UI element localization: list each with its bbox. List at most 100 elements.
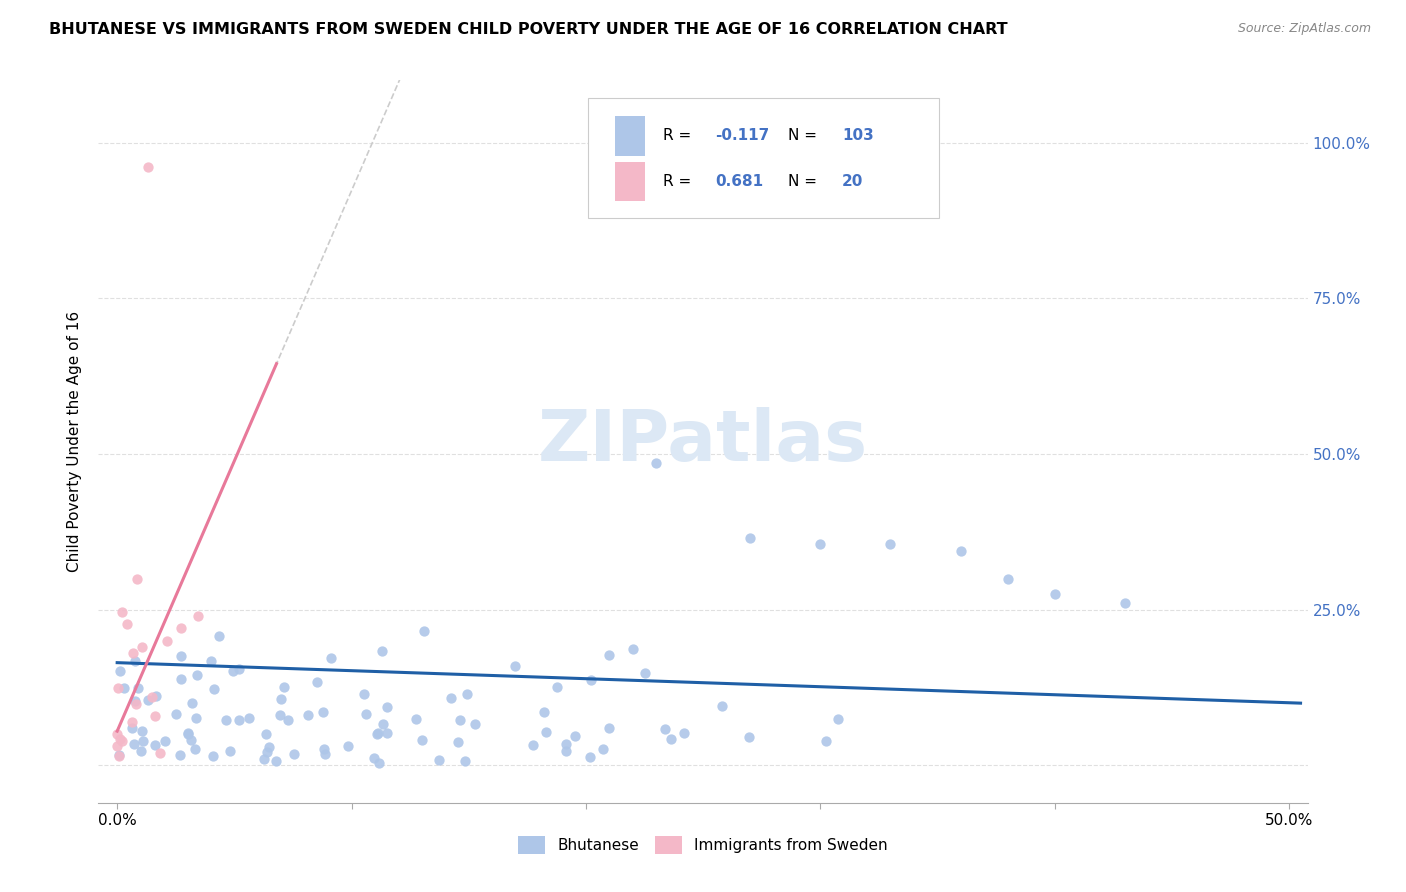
Point [270,692,292,706]
Point [621,641,644,656]
Point [180,733,202,747]
Point [138,693,160,707]
Point [456,687,478,701]
Point [429,753,451,767]
Point [581,673,603,687]
Point [121,721,143,735]
Text: Source: ZipAtlas.com: Source: ZipAtlas.com [1237,22,1371,36]
Point [115,617,138,632]
Point [110,664,132,678]
Point [202,681,225,696]
Point [170,672,193,686]
Legend: Bhutanese, Immigrants from Sweden: Bhutanese, Immigrants from Sweden [512,830,894,860]
Point [143,708,166,723]
Point [503,658,526,673]
Point [169,747,191,762]
Point [297,707,319,722]
Point [673,726,696,740]
Point [124,698,146,712]
Text: ZIPatlas: ZIPatlas [538,407,868,476]
Point [319,650,342,665]
Point [440,690,463,705]
Point [592,741,614,756]
Y-axis label: Child Poverty Under the Age of 16: Child Poverty Under the Age of 16 [67,311,83,572]
Point [218,744,240,758]
Point [105,727,128,741]
Point [141,690,163,704]
Point [366,726,388,740]
FancyBboxPatch shape [614,116,645,156]
Point [815,734,838,748]
Text: BHUTANESE VS IMMIGRANTS FROM SWEDEN CHILD POVERTY UNDER THE AGE OF 16 CORRELATIO: BHUTANESE VS IMMIGRANTS FROM SWEDEN CHIL… [49,22,1008,37]
Point [170,621,193,635]
Text: 20: 20 [842,174,863,189]
Point [371,717,394,731]
Point [353,687,375,701]
Point [169,648,191,663]
Point [208,629,231,643]
Point [555,744,578,758]
Point [645,456,668,470]
Point [337,739,360,754]
Point [273,680,295,694]
Point [1114,597,1136,611]
Point [1043,587,1066,601]
Point [363,751,385,765]
Point [447,735,470,749]
Point [257,739,280,754]
Point [111,605,134,619]
Point [659,731,682,746]
Text: 0.681: 0.681 [716,174,763,189]
Point [148,747,170,761]
Point [405,712,427,726]
Point [124,737,146,751]
Point [449,714,471,728]
Point [131,640,153,654]
Point [371,644,394,658]
Point [145,689,167,703]
Point [124,694,146,708]
Point [522,738,544,752]
Point [997,572,1019,586]
Text: R =: R = [664,128,696,144]
Point [110,732,132,747]
Point [186,668,208,682]
Point [311,705,333,719]
Point [283,747,305,762]
Point [122,646,145,660]
Point [413,624,436,638]
Point [238,711,260,725]
Text: 103: 103 [842,128,873,144]
Point [180,697,202,711]
Point [411,733,433,747]
Point [454,754,477,768]
Point [253,752,276,766]
Point [375,726,398,740]
Point [254,726,277,740]
Point [634,666,657,681]
Point [228,713,250,727]
Point [187,609,209,624]
Text: N =: N = [787,174,821,189]
FancyBboxPatch shape [614,161,645,202]
Point [533,705,555,719]
Point [136,161,159,175]
Point [156,633,179,648]
Point [184,742,207,756]
FancyBboxPatch shape [588,98,939,218]
Point [354,706,377,721]
Point [554,737,576,751]
Point [176,727,198,741]
Point [127,681,149,695]
Point [564,729,586,743]
Point [547,680,569,694]
Point [654,722,676,736]
Text: N =: N = [787,128,821,144]
Point [307,674,329,689]
Point [202,749,225,764]
Point [711,698,734,713]
Point [132,734,155,748]
Point [367,726,389,740]
Point [165,706,187,721]
Point [269,707,291,722]
